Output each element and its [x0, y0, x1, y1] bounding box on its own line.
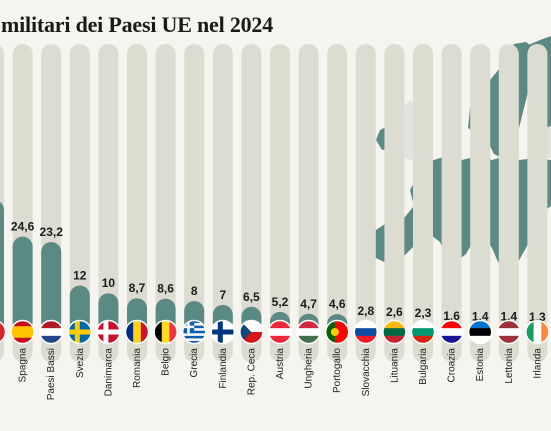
value-label: 4,7 — [300, 297, 317, 311]
column-background — [441, 44, 462, 362]
column-background — [470, 44, 491, 362]
column-background — [98, 44, 119, 362]
category-label: Estonia — [475, 348, 486, 382]
value-label: 6,5 — [243, 290, 260, 304]
category-label: Grecia — [189, 348, 200, 378]
czechia-flag — [239, 320, 263, 344]
value-label: 10 — [102, 276, 116, 290]
value-label: 1,4 — [500, 310, 517, 324]
column-background — [298, 44, 319, 362]
category-label: Rep. Ceca — [246, 348, 257, 396]
category-label: Portogallo — [332, 348, 343, 393]
category-label: Lituania — [389, 348, 400, 383]
category-label: Croazia — [447, 348, 458, 383]
croatia-flag — [440, 320, 464, 344]
category-label: Belgio — [161, 348, 172, 376]
value-label: 8,6 — [157, 282, 174, 296]
category-label: Svezia — [75, 348, 86, 378]
category-label: Romania — [132, 348, 143, 388]
bar — [69, 285, 90, 332]
value-label: 23,2 — [40, 225, 64, 239]
romania-flag — [125, 320, 149, 344]
value-label: 12 — [73, 268, 87, 282]
belgium-flag — [154, 320, 178, 344]
bar — [0, 202, 4, 330]
denmark-flag — [96, 320, 120, 344]
column-background — [498, 44, 519, 362]
value-label: 7 — [219, 288, 226, 302]
value-label: 8 — [191, 284, 198, 298]
bulgaria-flag — [411, 320, 435, 344]
category-label: Slovacchia — [361, 348, 372, 397]
bar — [41, 241, 62, 332]
chart-title: militari dei Paesi UE nel 2024 — [1, 12, 274, 37]
bar — [12, 236, 33, 332]
column-background — [127, 44, 147, 362]
category-label: Lettonia — [504, 348, 515, 384]
column-background — [270, 44, 290, 362]
value-label: 1,4 — [472, 310, 489, 324]
category-label: Danimarca — [103, 348, 114, 397]
column-background — [241, 44, 262, 362]
column-background — [184, 44, 205, 362]
column-background — [69, 44, 90, 362]
ireland-flag — [525, 320, 549, 344]
slovakia-flag — [354, 320, 378, 344]
flag-icon — [0, 320, 6, 344]
portugal-flag — [325, 320, 349, 344]
value-label: 4,6 — [329, 297, 346, 311]
category-label: Ungheria — [304, 348, 315, 389]
category-label: Austria — [275, 348, 286, 380]
column-background — [327, 44, 348, 362]
lithuania-flag — [382, 320, 406, 344]
value-label: 24,6 — [11, 220, 35, 234]
value-label: 2,8 — [357, 304, 374, 318]
column-background — [155, 44, 176, 362]
netherlands-flag — [39, 320, 63, 344]
spain-flag — [11, 320, 35, 344]
column-background — [527, 44, 548, 362]
greece-flag — [182, 320, 206, 344]
value-label: 2,3 — [415, 306, 432, 320]
latvia-flag — [497, 320, 521, 344]
column-background — [355, 44, 376, 362]
value-label: 1,6 — [443, 309, 460, 323]
finland-flag — [211, 320, 235, 344]
estonia-flag — [468, 320, 492, 344]
category-label: Spagna — [18, 348, 29, 383]
sweden-flag — [68, 320, 92, 344]
category-label: Finlandia — [218, 348, 229, 389]
column-background — [212, 44, 233, 362]
value-label: 5,2 — [272, 295, 289, 309]
value-label: 8,7 — [129, 281, 146, 295]
category-label: Irlanda — [532, 348, 543, 379]
column-background — [413, 44, 433, 362]
category-label: Bulgaria — [418, 348, 429, 385]
hungary-flag — [297, 320, 321, 344]
category-label: Paesi Bassi — [46, 348, 57, 400]
column-background — [384, 44, 405, 362]
value-label: 2,6 — [386, 305, 403, 319]
austria-flag — [268, 320, 292, 344]
